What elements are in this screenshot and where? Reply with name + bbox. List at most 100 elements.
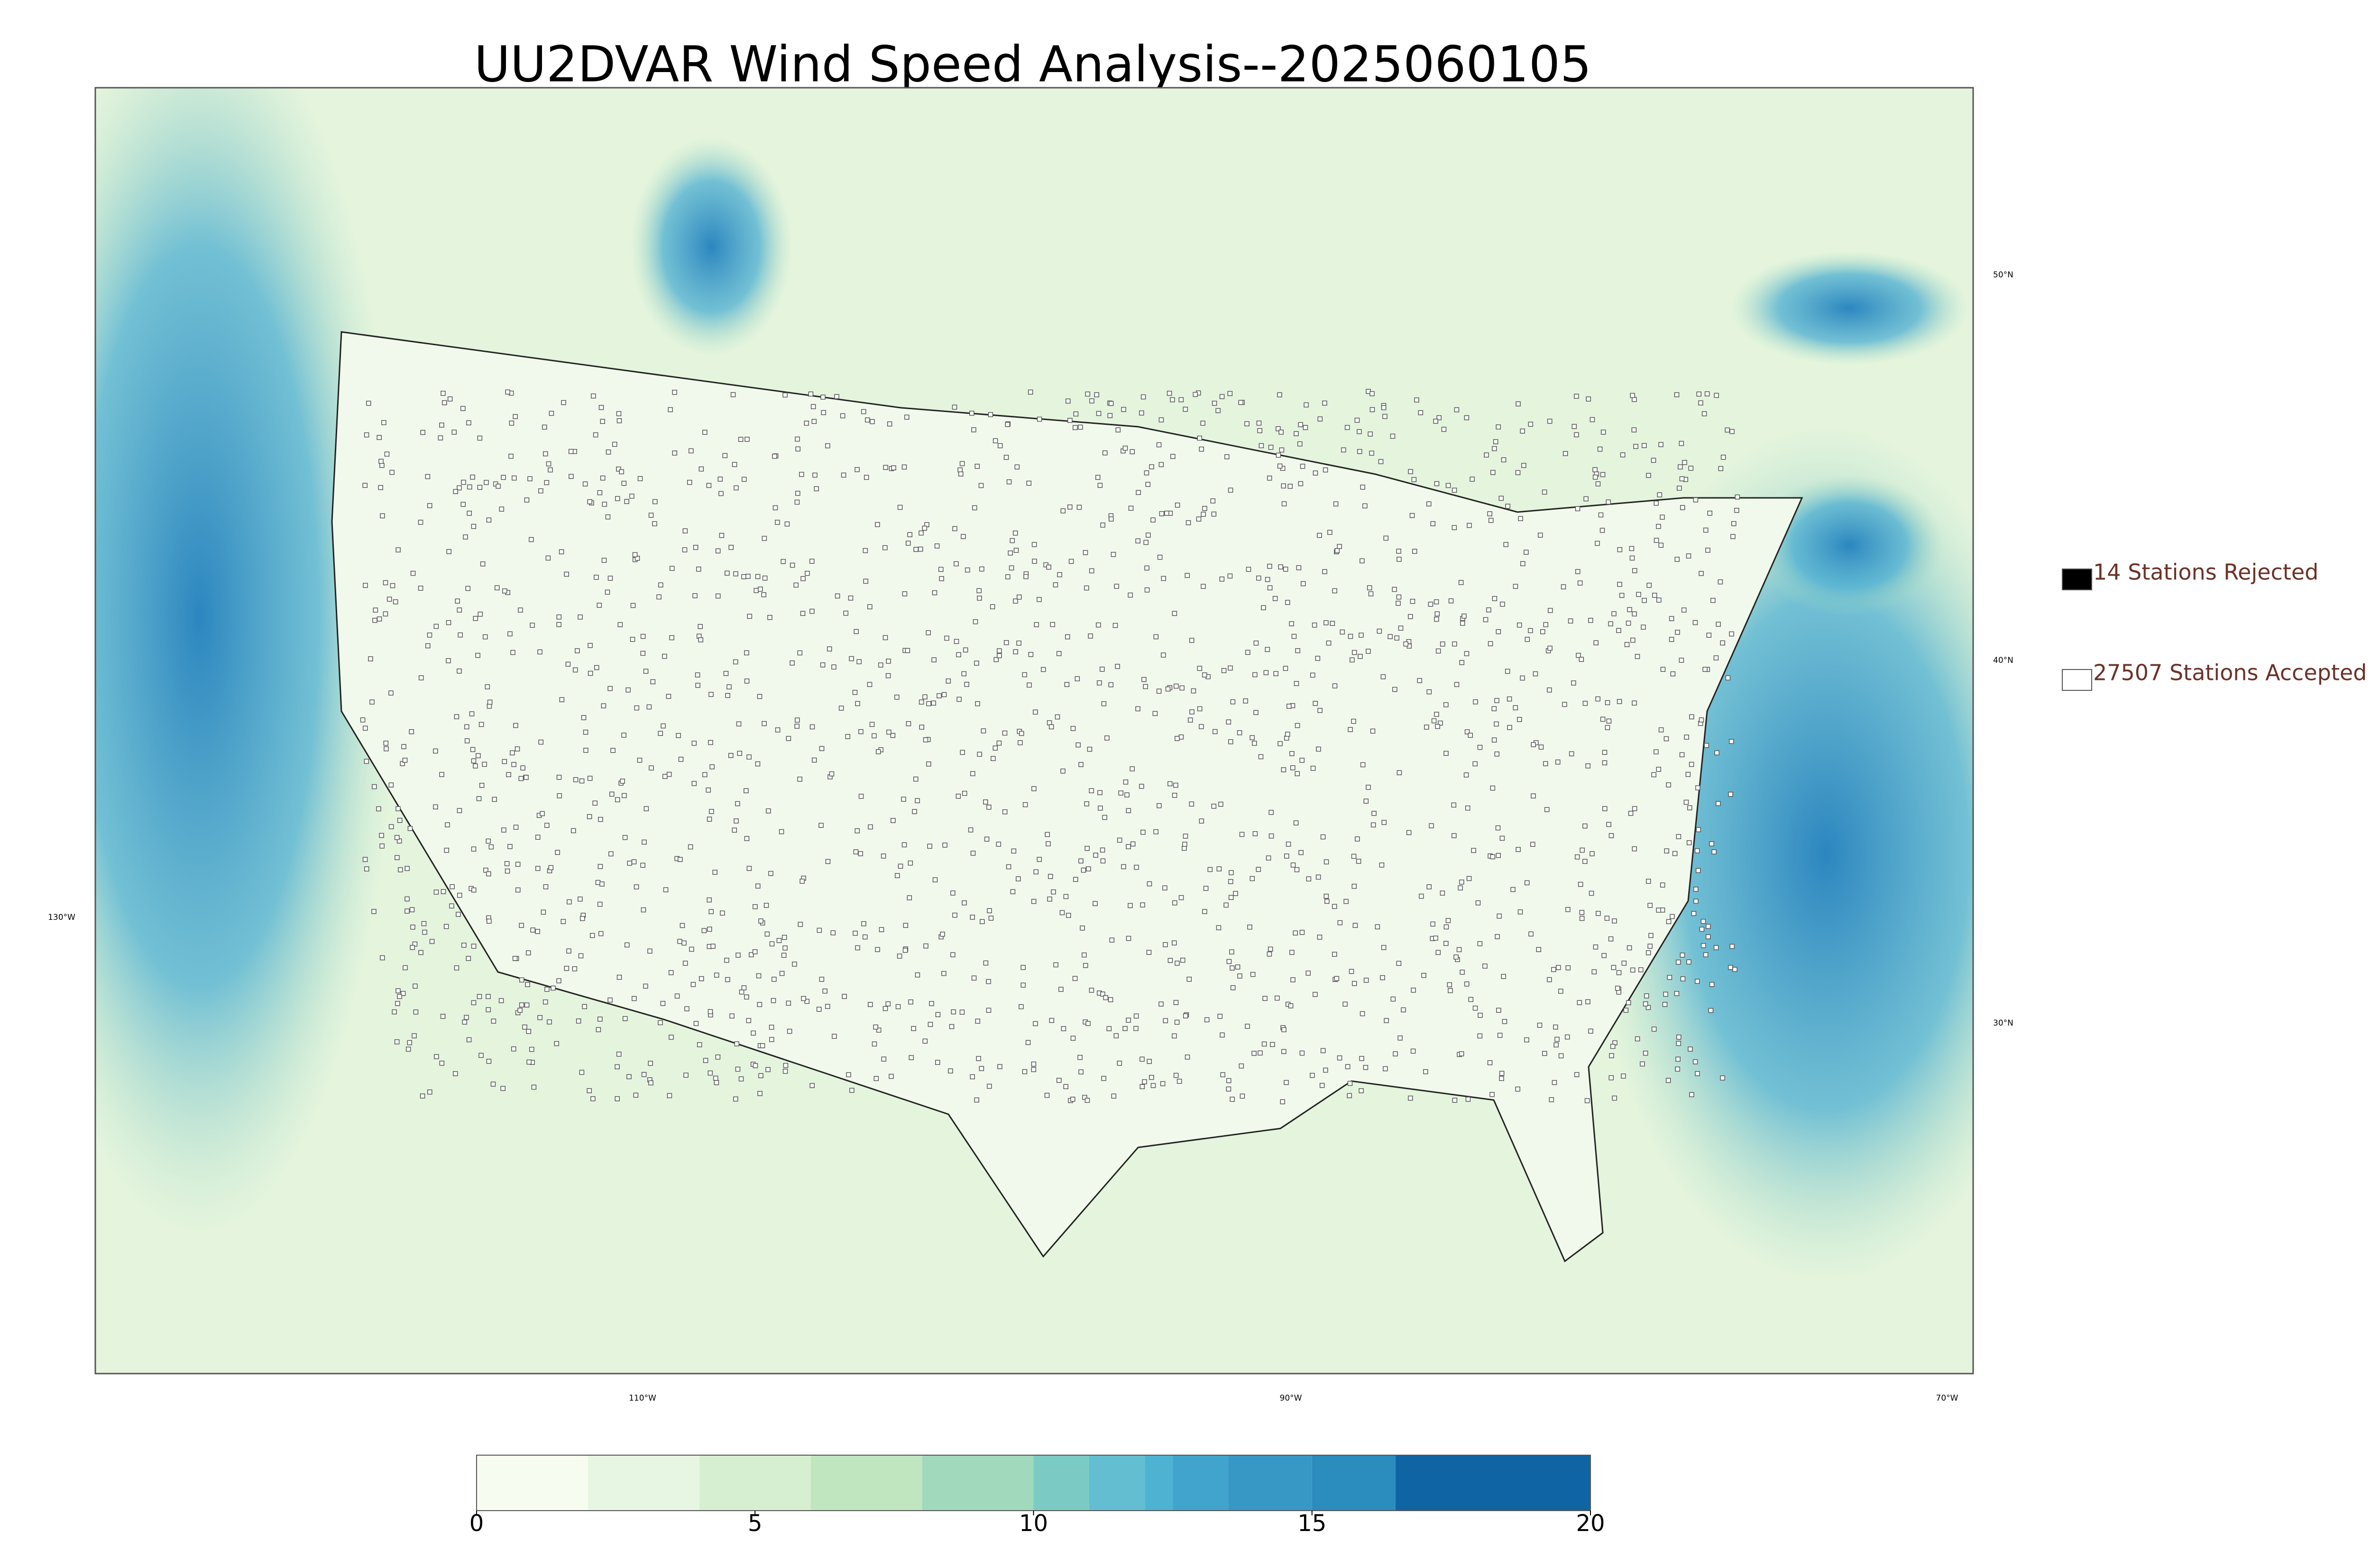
station (870, 419, 875, 424)
station (460, 406, 466, 411)
station (666, 694, 671, 699)
station (1172, 900, 1177, 906)
station (400, 990, 406, 996)
station (477, 994, 482, 999)
station (926, 630, 931, 635)
station (624, 499, 630, 504)
station (498, 998, 504, 1003)
station (471, 1000, 477, 1006)
station (1379, 862, 1385, 868)
station (1093, 901, 1098, 906)
station (1268, 833, 1274, 839)
station (441, 391, 446, 396)
station (1298, 481, 1304, 486)
station (733, 571, 738, 577)
colorbar-level (922, 1455, 1034, 1511)
station (1609, 1053, 1614, 1058)
station (1629, 555, 1635, 561)
station (389, 469, 395, 475)
station (804, 999, 809, 1004)
station (922, 525, 928, 531)
station (958, 471, 964, 477)
station (1136, 490, 1141, 495)
station (1172, 1033, 1177, 1039)
station (797, 650, 803, 656)
latitude-label: 40°N (1993, 656, 2013, 665)
station (1418, 410, 1424, 415)
station (722, 453, 728, 458)
station (421, 921, 427, 926)
station (1173, 782, 1178, 788)
station (600, 475, 606, 481)
station (718, 491, 724, 496)
station (1122, 1026, 1128, 1031)
station (816, 1007, 822, 1012)
station (1489, 1091, 1495, 1097)
station (889, 1073, 894, 1079)
station (1082, 952, 1087, 958)
station (1397, 1035, 1403, 1041)
station (1359, 1056, 1364, 1061)
station (578, 896, 583, 902)
station (515, 862, 521, 867)
station (1499, 835, 1505, 841)
station (1460, 621, 1465, 626)
station (1356, 859, 1361, 864)
station (781, 935, 787, 940)
station (621, 733, 626, 738)
station (1200, 421, 1205, 426)
station (1084, 1098, 1090, 1103)
station (863, 548, 868, 553)
station (1547, 419, 1553, 424)
station (478, 722, 484, 727)
station (801, 996, 806, 1001)
station (1610, 1044, 1616, 1049)
station (559, 549, 564, 555)
station (383, 580, 388, 586)
station (988, 916, 994, 921)
colorbar-level (1312, 1455, 1396, 1511)
station (478, 611, 483, 617)
station (1445, 918, 1451, 923)
station (1164, 511, 1169, 516)
station (1497, 913, 1502, 919)
station (1676, 834, 1682, 839)
station (725, 693, 730, 698)
station (460, 502, 466, 507)
station (1491, 706, 1497, 712)
station (848, 596, 854, 601)
station (541, 909, 546, 915)
station (1265, 577, 1270, 582)
station (1186, 520, 1191, 525)
station (418, 950, 423, 955)
station (811, 757, 817, 763)
station (1695, 868, 1701, 873)
station (616, 467, 621, 472)
station (1686, 959, 1691, 965)
station (1452, 833, 1457, 838)
station (1438, 720, 1443, 726)
map-frame (94, 87, 1974, 1375)
station (566, 948, 571, 954)
station (1368, 431, 1373, 437)
station (482, 634, 488, 640)
station (1217, 1014, 1223, 1019)
station (1408, 469, 1413, 474)
station (818, 823, 824, 828)
station (993, 745, 998, 751)
station (1452, 487, 1457, 493)
station (1592, 467, 1598, 472)
station (678, 857, 683, 862)
station (1259, 443, 1264, 449)
station (1098, 806, 1103, 811)
station (379, 833, 384, 838)
station (809, 1083, 815, 1088)
station (373, 607, 378, 613)
station (1220, 1032, 1225, 1038)
station (768, 871, 773, 876)
station (1287, 704, 1292, 709)
station (1454, 682, 1460, 687)
station (1277, 463, 1283, 469)
station (538, 739, 543, 745)
station (1057, 1078, 1062, 1083)
